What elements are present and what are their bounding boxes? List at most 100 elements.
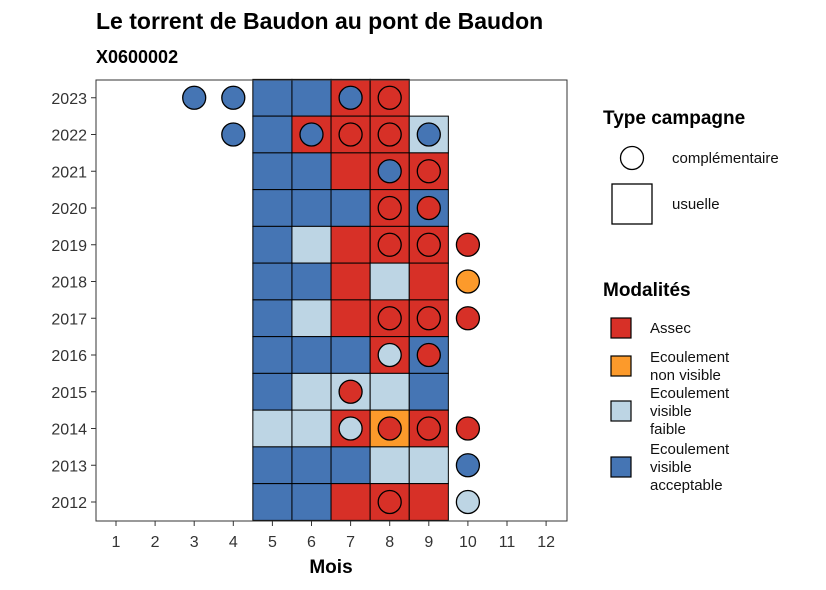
legend-label-acceptable: Ecoulement visible acceptable xyxy=(650,441,730,494)
complementaire-point-2023-7 xyxy=(338,85,363,110)
usuelle-cell-2017-5 xyxy=(252,299,293,338)
y-tick-label-2022: 2022 xyxy=(51,128,87,145)
usuelle-cell-2012-6 xyxy=(291,483,332,521)
chart-title: Le torrent de Baudon au pont de Baudon xyxy=(96,8,543,34)
x-tick-label-6: 6 xyxy=(307,534,316,551)
usuelle-cell-2016-7 xyxy=(330,336,371,374)
legend: Type campagne complémentaire usuelle Moda… xyxy=(603,108,779,494)
usuelle-cell-2021-5 xyxy=(252,152,293,191)
plot-panel-border xyxy=(95,79,568,522)
complementaire-point-2019-9 xyxy=(416,232,441,257)
legend-key-faible xyxy=(610,400,632,422)
x-axis: 1 2 3 4 5 6 7 8 9 10 11 12 xyxy=(112,521,555,551)
complementaire-point-2020-8 xyxy=(377,195,402,221)
legend-key-nonvisible xyxy=(610,355,632,377)
legend-title-campaign: Type campagne xyxy=(603,108,745,129)
usuelle-cell-2023-6 xyxy=(291,78,332,117)
usuelle-cell-2018-5 xyxy=(252,262,293,301)
complementaire-point-2018-10 xyxy=(455,269,481,294)
legend-key-usuelle xyxy=(611,183,653,225)
y-tick-label-2019: 2019 xyxy=(51,238,87,255)
complementaire-point-2021-8 xyxy=(377,159,402,184)
legend-key-assec xyxy=(610,317,632,339)
usuelle-cell-2020-6 xyxy=(291,189,332,227)
complementaire-point-2014-10 xyxy=(455,416,481,441)
usuelle-cell-2015-6 xyxy=(291,372,332,411)
complementaire-point-2015-7 xyxy=(338,379,363,404)
y-tick-label-2017: 2017 xyxy=(51,311,87,328)
usuelle-cell-2017-9 xyxy=(408,299,449,338)
legend-label-assec: Assec xyxy=(650,320,691,337)
legend-label-complementaire: complémentaire xyxy=(672,150,779,167)
usuelle-cell-2021-7 xyxy=(330,152,371,191)
complementaire-point-2020-9 xyxy=(416,195,441,221)
usuelle-cell-2014-5 xyxy=(252,409,293,448)
complementaire-point-2012-8 xyxy=(377,489,402,515)
y-tick-label-2021: 2021 xyxy=(51,164,87,181)
usuelle-cell-2019-6 xyxy=(291,225,332,264)
y-axis: 2012 2013 2014 2015 2016 2017 2018 2019 2020 2021… xyxy=(51,91,96,512)
usuelle-cell-2018-9 xyxy=(408,262,449,301)
complementaire-point-2012-10 xyxy=(455,489,481,515)
usuelle-cell-2014-6 xyxy=(291,409,332,448)
usuelle-cell-2019-7 xyxy=(330,225,371,264)
complementaire-point-2014-8 xyxy=(377,416,402,441)
usuelle-cell-2018-6 xyxy=(291,262,332,301)
usuelle-cell-2016-5 xyxy=(252,336,293,374)
complementaire-point-2019-10 xyxy=(455,232,481,257)
complementaire-point-2014-9 xyxy=(416,416,441,441)
x-tick-label-7: 7 xyxy=(346,534,355,551)
y-tick-label-2012: 2012 xyxy=(51,495,87,512)
usuelle-cell-2015-5 xyxy=(252,372,293,411)
complementaire-point-2022-8 xyxy=(377,122,402,147)
chart-subtitle: X0600002 xyxy=(96,47,178,67)
complementaire-point-2022-6 xyxy=(299,122,324,147)
usuelle-cell-2017-6 xyxy=(291,299,332,338)
usuelle-cell-2015-8 xyxy=(369,372,410,411)
usuelle-cell-2018-7 xyxy=(330,262,371,301)
complementaire-point-2021-9 xyxy=(416,159,441,184)
complementaire-point-2013-10 xyxy=(455,453,481,478)
usuelle-cell-2020-5 xyxy=(252,189,293,227)
x-tick-label-11: 11 xyxy=(499,534,516,551)
legend-title-modality: Modalités xyxy=(603,280,691,301)
x-tick-label-10: 10 xyxy=(459,534,477,551)
usuelle-cell-2013-7 xyxy=(330,446,371,485)
usuelle-cell-2021-9 xyxy=(408,152,449,191)
legend-label-faible: Ecoulement visible faible xyxy=(650,385,730,438)
y-tick-label-2013: 2013 xyxy=(51,458,87,475)
x-tick-label-9: 9 xyxy=(424,534,433,551)
y-tick-label-2018: 2018 xyxy=(51,275,87,292)
usuelle-cell-2013-5 xyxy=(252,446,293,485)
legend-campaign: complémentaire usuelle xyxy=(611,145,779,225)
x-tick-label-2: 2 xyxy=(151,534,160,551)
complementaire-point-2023-3 xyxy=(182,85,207,110)
usuelle-cell-2013-9 xyxy=(408,446,449,485)
usuelle-cell-2012-9 xyxy=(408,483,449,521)
complementaire-point-2022-9 xyxy=(416,122,441,147)
usuelle-cell-2019-5 xyxy=(252,225,293,264)
usuelle-cell-2017-7 xyxy=(330,299,371,338)
complementaire-point-2019-8 xyxy=(377,232,402,257)
y-tick-label-2016: 2016 xyxy=(51,348,87,365)
y-tick-label-2014: 2014 xyxy=(51,422,87,439)
x-tick-label-4: 4 xyxy=(229,534,238,551)
plot-area xyxy=(182,78,481,521)
y-tick-label-2015: 2015 xyxy=(51,385,87,402)
complementaire-point-2022-7 xyxy=(338,122,363,147)
legend-label-usuelle: usuelle xyxy=(672,196,720,213)
complementaire-point-2023-8 xyxy=(377,85,402,110)
complementaire-point-2016-8 xyxy=(377,342,402,368)
legend-key-acceptable xyxy=(610,456,632,478)
usuelle-cell-2013-8 xyxy=(369,446,410,485)
complementaire-point-2017-9 xyxy=(416,306,441,331)
y-tick-label-2023: 2023 xyxy=(51,91,87,108)
complementaire-point-2017-10 xyxy=(455,306,481,331)
legend-key-complementaire xyxy=(619,145,645,171)
complementaire-point-2023-4 xyxy=(221,85,246,110)
legend-label-nonvisible: Ecoulement non visible xyxy=(650,349,730,384)
usuelle-cell-2015-9 xyxy=(408,372,449,411)
usuelle-cell-2018-8 xyxy=(369,262,410,301)
